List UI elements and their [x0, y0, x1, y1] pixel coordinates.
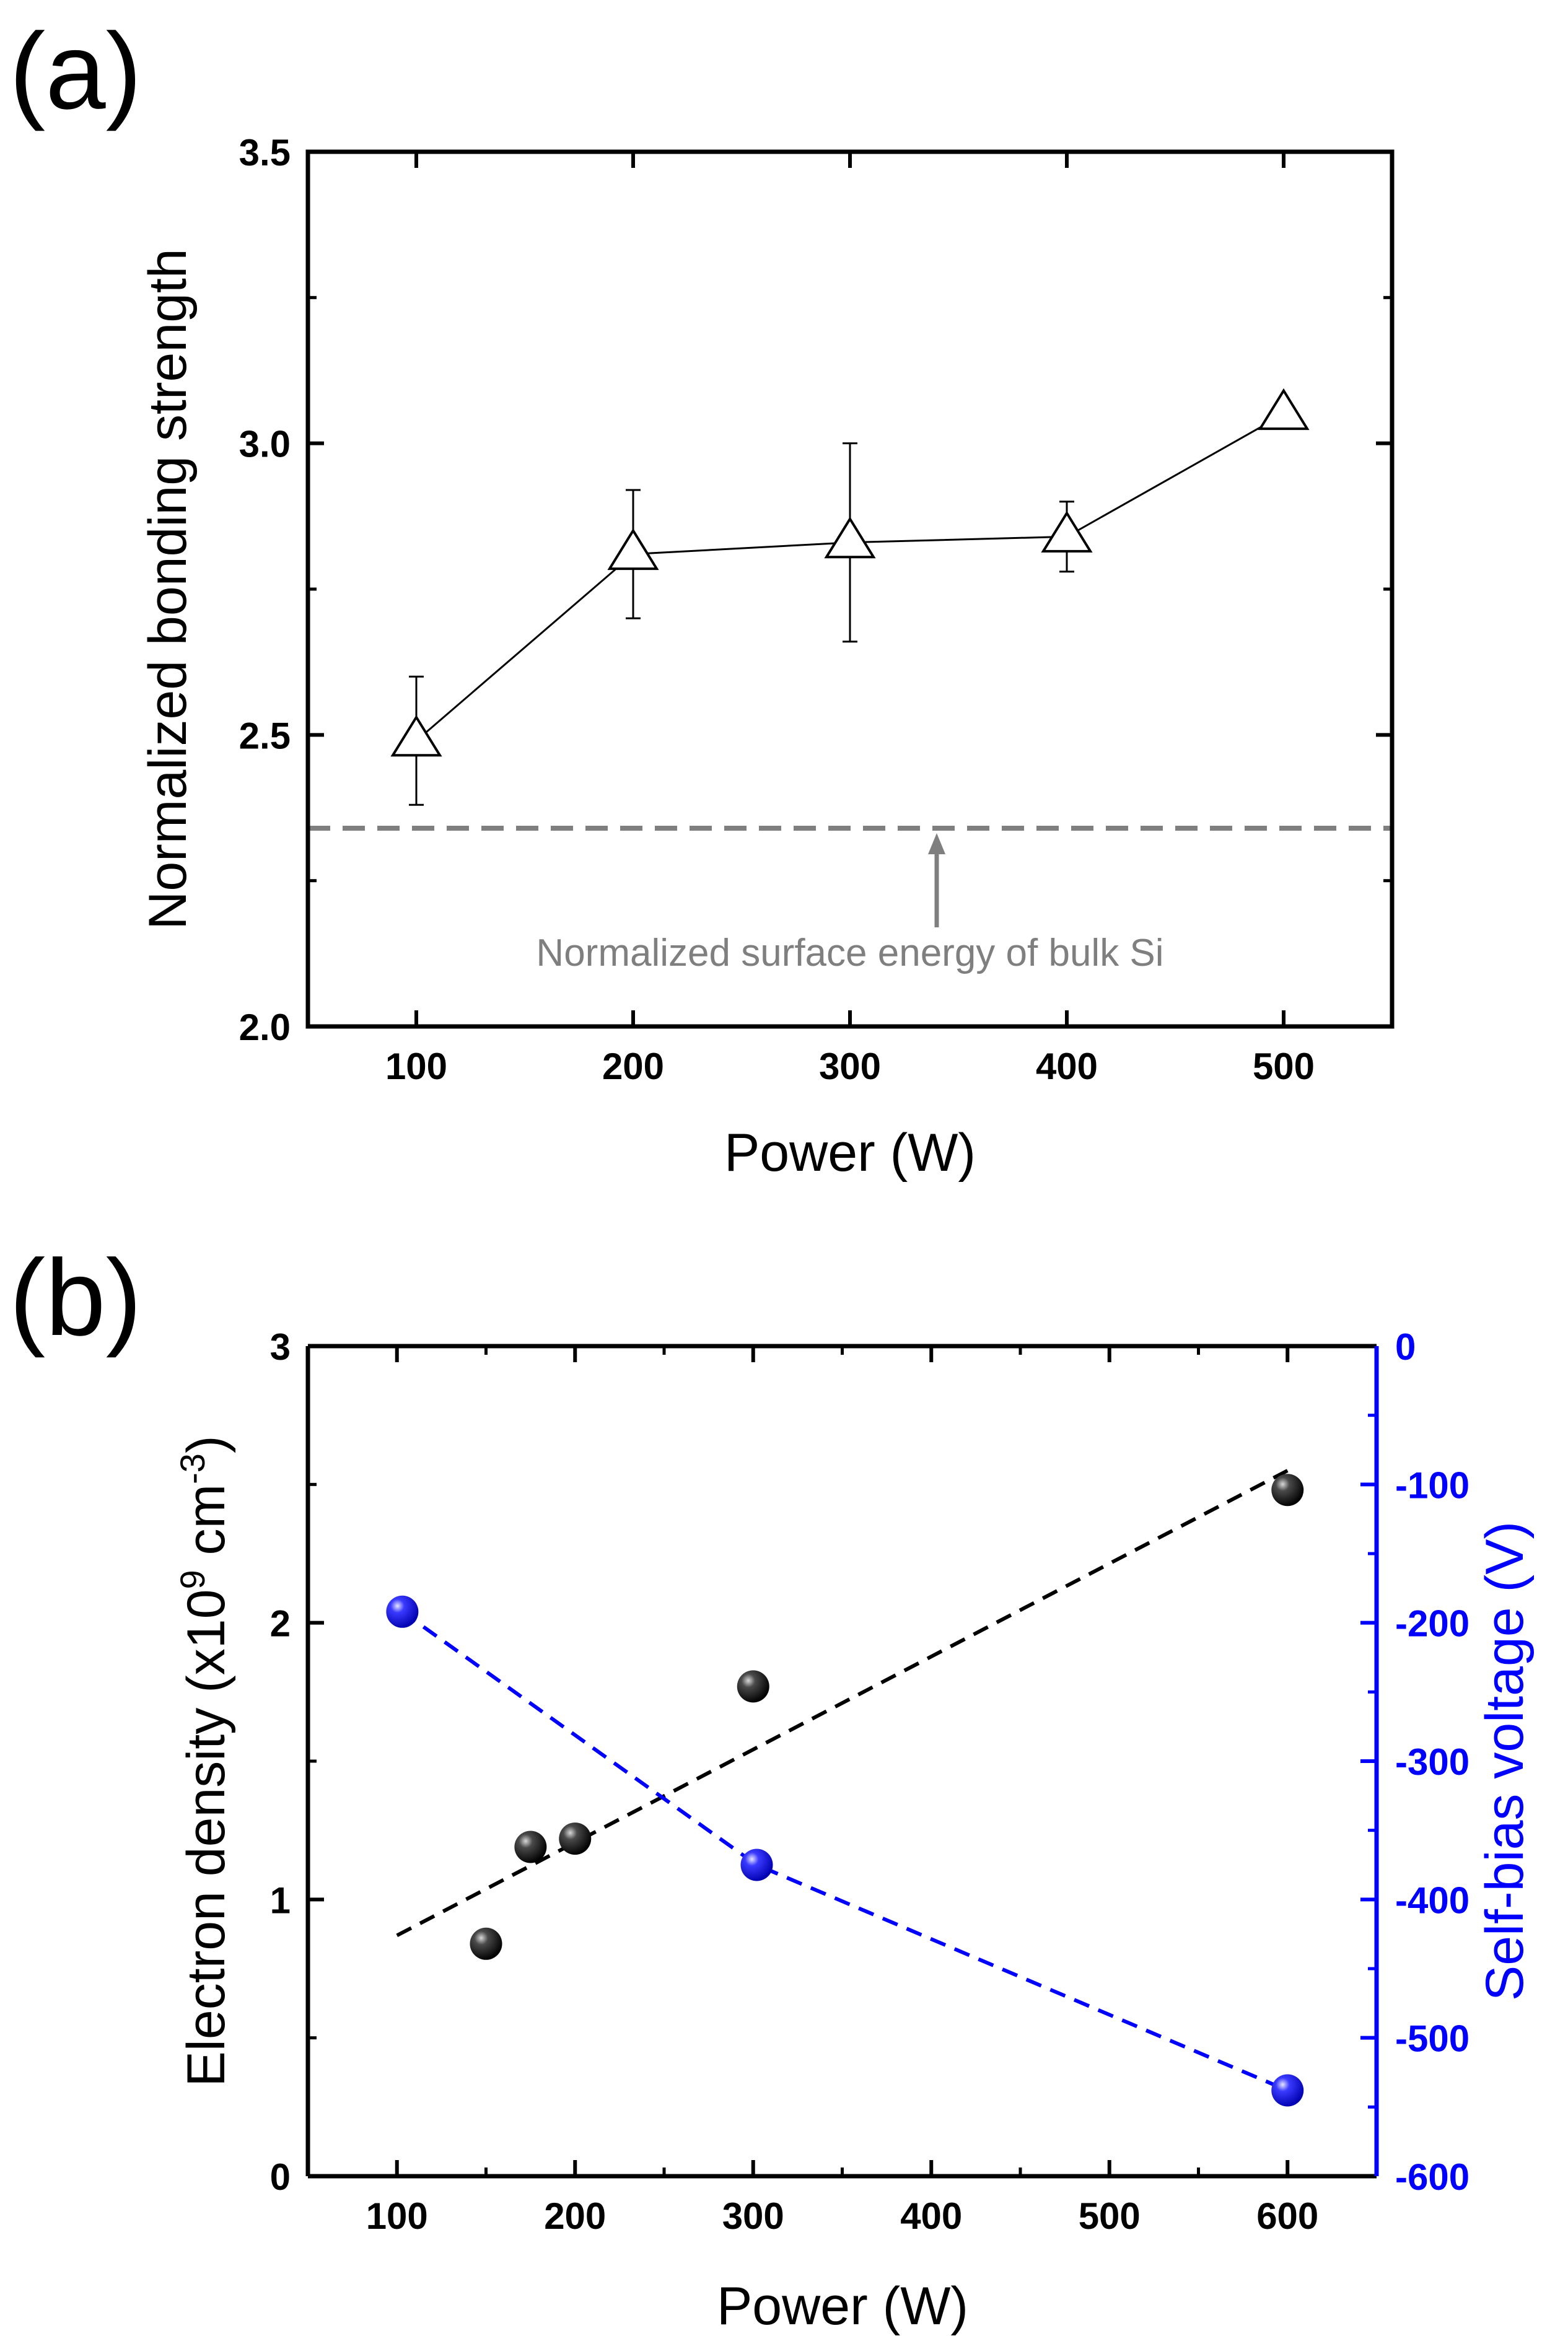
y2-axis-label-b: Self-bias voltage (V) — [1475, 1521, 1535, 2001]
x-tick-label-a: 500 — [1253, 1046, 1315, 1087]
x-tick-label-a: 400 — [1036, 1046, 1098, 1087]
data-point-triangle — [824, 516, 876, 559]
data-point-electron-density — [737, 1670, 769, 1703]
data-point-self-bias — [740, 1848, 773, 1881]
y-tick-label-b: 2 — [270, 1603, 291, 1645]
y-tick-label-b: 1 — [270, 1879, 291, 1921]
fit-line-self-bias — [401, 1610, 1289, 2093]
y2-tick-label-b: -600 — [1395, 2156, 1469, 2198]
x-tick-label-b: 600 — [1256, 2195, 1318, 2237]
data-point-electron-density — [514, 1831, 547, 1863]
x-tick-label-b: 300 — [722, 2195, 784, 2237]
panel-b-label: (b) — [9, 1238, 142, 1358]
plot-frame-a — [305, 149, 1395, 1029]
x-axis-label-b: Power (W) — [717, 2277, 968, 2336]
x-axis-label-a: Power (W) — [724, 1123, 976, 1183]
data-point-triangle — [1258, 388, 1310, 431]
data-point-electron-density — [470, 1927, 502, 1960]
data-point-electron-density — [559, 1822, 592, 1855]
reference-arrow-head — [928, 833, 945, 854]
y-label-b-part2: cm — [177, 1484, 236, 1570]
chart-b: (b) 0 1 2 3 0 -100 -200 -300 -400 -500 -600 100 200 3… — [9, 1238, 1535, 2336]
x-tick-label-b: 100 — [366, 2195, 428, 2237]
y2-tick-label-b: -500 — [1395, 2018, 1469, 2060]
x-tick-label-b: 500 — [1079, 2195, 1141, 2237]
y-tick-label-b: 0 — [270, 2156, 291, 2198]
data-point-triangle — [390, 714, 442, 757]
data-point-triangle — [1041, 510, 1093, 553]
x-tick-label-a: 300 — [819, 1046, 881, 1087]
y-tick-label-a: 3.5 — [239, 132, 291, 173]
chart-a: (a) 2.0 2.5 3.0 3.5 100 200 300 400 500 Normaliz… — [9, 11, 1395, 1183]
x-tick-label-a: 200 — [602, 1046, 664, 1087]
x-tick-label-b: 400 — [900, 2195, 962, 2237]
fit-line-electron-density — [396, 1469, 1289, 1938]
reference-label: Normalized surface energy of bulk Si — [536, 932, 1163, 974]
data-point-electron-density — [1271, 1474, 1304, 1507]
y-axis-label-a: Normalized bonding strength — [138, 248, 198, 930]
y-label-b-sup2: -3 — [173, 1453, 212, 1484]
data-point-triangle — [607, 528, 659, 571]
y2-tick-label-b: -200 — [1395, 1603, 1469, 1645]
y-tick-label-a: 2.0 — [239, 1007, 291, 1048]
y2-tick-label-b: -400 — [1395, 1879, 1469, 1921]
y-axis-label-b: Electron density (x109 cm-3) — [173, 1435, 236, 2086]
y-tick-label-a: 2.5 — [239, 715, 291, 756]
y-tick-label-a: 3.0 — [239, 424, 291, 465]
y-label-b-part1: Electron density (x10 — [177, 1590, 236, 2087]
y-label-b-part3: ) — [177, 1435, 236, 1453]
y-label-b-sup1: 9 — [173, 1570, 212, 1589]
y2-tick-label-b: 0 — [1395, 1326, 1416, 1368]
data-point-self-bias — [386, 1595, 419, 1628]
y2-tick-label-b: -300 — [1395, 1741, 1469, 1783]
y2-tick-label-b: -100 — [1395, 1464, 1469, 1506]
panel-a-label: (a) — [9, 11, 142, 132]
x-tick-label-a: 100 — [385, 1046, 447, 1087]
x-tick-label-b: 200 — [544, 2195, 606, 2237]
data-point-self-bias — [1271, 2074, 1304, 2107]
y-tick-label-b: 3 — [270, 1326, 291, 1368]
